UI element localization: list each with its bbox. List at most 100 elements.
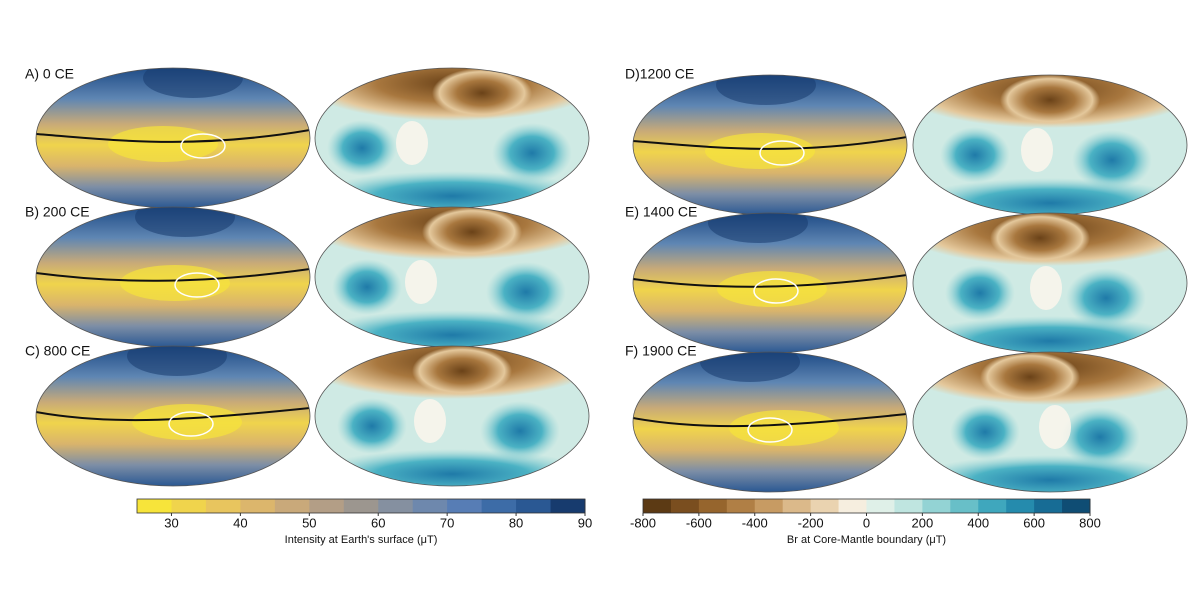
map-blob <box>990 213 1090 263</box>
map-blob <box>913 178 1187 215</box>
colorbar-segment <box>378 499 414 513</box>
br-map <box>913 75 1187 215</box>
map-blob <box>1021 128 1053 172</box>
br-map <box>315 68 589 208</box>
intensity-map <box>36 68 310 208</box>
map-blob <box>1039 405 1071 449</box>
tick-label: 0 <box>863 515 870 530</box>
map-blob <box>940 127 1010 183</box>
colorbar-segment <box>866 499 895 513</box>
colorbar-segment <box>643 499 672 513</box>
intensity-map <box>36 207 310 347</box>
colorbar-segment <box>810 499 840 513</box>
map-blob <box>337 398 407 454</box>
map-blob <box>492 123 572 183</box>
map-blob <box>1072 130 1152 190</box>
tick-label: 60 <box>371 515 385 530</box>
colorbar-segment <box>1034 499 1063 513</box>
map-blob <box>315 171 589 208</box>
dip-equator <box>36 129 310 143</box>
tick-label: 40 <box>233 515 247 530</box>
tick-label: 800 <box>1079 515 1101 530</box>
colorbar-segment <box>171 499 207 513</box>
map-blob <box>396 121 428 165</box>
colorbar-title: Br at Core-Mantle boundary (μT) <box>787 534 946 546</box>
map-blob <box>486 262 566 322</box>
map-blob <box>405 260 437 304</box>
colorbar-segment <box>343 499 379 513</box>
colorbar-title: Intensity at Earth's surface (μT) <box>285 534 438 546</box>
intensity-map <box>633 213 907 353</box>
colorbar-segment <box>754 499 784 513</box>
map-blob <box>108 126 218 162</box>
colorbar-segment <box>978 499 1007 513</box>
tick-label: 90 <box>578 515 592 530</box>
map-blob <box>315 310 589 347</box>
colorbar-segment <box>550 499 586 513</box>
panel-label: B) 200 CE <box>25 204 90 220</box>
map-blob <box>327 120 397 176</box>
contour <box>753 278 799 304</box>
colorbar-segment <box>726 499 756 513</box>
colorbar-segment <box>516 499 552 513</box>
intensity-map <box>633 352 907 492</box>
tick-label: 200 <box>912 515 934 530</box>
map-blob <box>412 346 512 396</box>
panel-label: D)1200 CE <box>625 66 694 82</box>
map-blob <box>1066 268 1146 328</box>
dip-equator <box>633 136 907 150</box>
panel-label: E) 1400 CE <box>625 204 697 220</box>
br-map <box>913 213 1187 353</box>
dip-equator <box>633 413 907 428</box>
contour <box>747 417 793 443</box>
colorbar-frame <box>136 498 586 514</box>
map-outline <box>35 345 311 487</box>
map-blob <box>945 265 1015 321</box>
colorbar-segment <box>1062 499 1091 513</box>
map-blob <box>315 449 589 486</box>
map-blob <box>950 404 1020 460</box>
tick-label: -200 <box>798 515 824 530</box>
map-blob <box>422 207 522 257</box>
panel-label: A) 0 CE <box>25 66 74 82</box>
map-blob <box>1030 266 1062 310</box>
map-blob <box>708 213 808 243</box>
map-blob <box>132 404 242 440</box>
colorbar-segment <box>698 499 728 513</box>
colorbar-segment <box>447 499 483 513</box>
colorbar-segment <box>137 499 172 513</box>
map-blob <box>729 410 839 446</box>
map-outline <box>314 345 590 487</box>
colorbar-segment <box>922 499 951 513</box>
colorbar-segment <box>838 499 867 513</box>
contour <box>168 411 214 437</box>
panel-label: C) 800 CE <box>25 343 90 359</box>
colorbar-segment <box>481 499 517 513</box>
map-blob <box>143 68 243 98</box>
dip-equator <box>36 407 310 422</box>
map-blob <box>332 259 402 315</box>
map-blob <box>717 271 827 307</box>
tick-label: 50 <box>302 515 316 530</box>
colorbar-segment <box>670 499 700 513</box>
map-blob <box>127 346 227 376</box>
tick-label: -800 <box>630 515 656 530</box>
map-outline <box>912 351 1188 493</box>
dip-equator <box>36 268 310 282</box>
map-blob <box>480 401 560 461</box>
contour <box>180 133 226 159</box>
map-outline <box>632 351 908 493</box>
tick-label: 400 <box>967 515 989 530</box>
contour <box>759 140 805 166</box>
colorbar-segment <box>950 499 979 513</box>
panel-label: F) 1900 CE <box>625 343 697 359</box>
tick-label: 70 <box>440 515 454 530</box>
colorbar-segment <box>782 499 812 513</box>
br-map <box>315 346 589 486</box>
br-map <box>913 352 1187 492</box>
colorbar-segment <box>274 499 310 513</box>
map-blob <box>135 207 235 237</box>
colorbar-segment <box>309 499 345 513</box>
